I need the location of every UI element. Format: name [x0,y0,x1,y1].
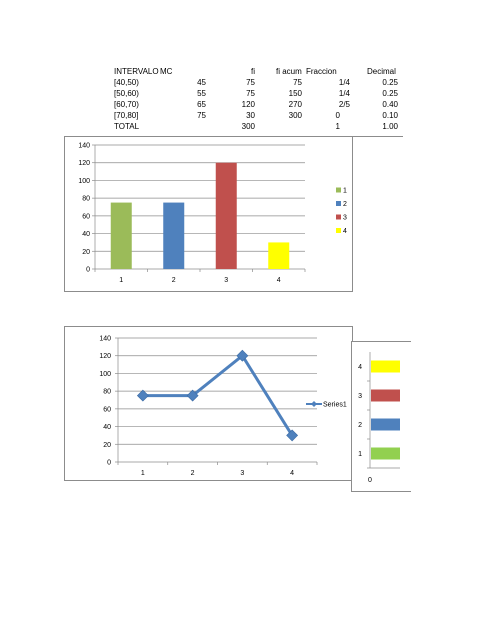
header-fi: fi [251,67,255,76]
y-tick-label: 60 [82,213,90,220]
bar [215,162,237,269]
data-point [186,389,199,402]
data-point [136,389,149,402]
row-fi: 75 [246,89,255,98]
total-label: TOTAL [114,122,140,131]
y-tick-label: 60 [103,406,111,413]
row-decimal: 0.10 [382,111,398,120]
row-fraccion: 1/4 [338,78,350,87]
row-intervalo: [60,70) [114,100,139,109]
header-fraccion: Fraccion [306,67,337,76]
x-tick-label: 2 [172,277,176,284]
header-mc: MC [160,67,173,76]
x-tick-label: 3 [224,277,228,284]
y-tick-label: 0 [107,460,111,467]
x-tick-label: 1 [141,470,145,477]
legend-label: Series1 [323,402,347,409]
row-fraccion: 0 [335,111,340,120]
row-mc: 65 [197,100,206,109]
row-mc: 75 [197,111,206,120]
y-tick-label: 4 [358,364,362,371]
total-decimal: 1.00 [382,122,398,131]
x-tick-label: 3 [240,470,244,477]
row-fi: 30 [246,111,255,120]
legend-label: 3 [343,215,347,222]
row-decimal: 0.40 [382,100,398,109]
total-fi: 300 [241,122,255,131]
x-tick-label: 4 [277,277,281,284]
y-tick-label: 120 [99,353,111,360]
legend-marker [311,401,317,407]
x-tick-label: 2 [191,470,195,477]
x-tick-label: 4 [290,470,294,477]
data-point [286,429,299,442]
row-mc: 45 [197,78,206,87]
y-tick-label: 40 [82,231,90,238]
y-tick-label: 140 [99,336,111,343]
row-intervalo: [40,50) [114,78,139,87]
y-tick-label: 100 [78,178,90,185]
bar [110,202,132,269]
legend-swatch [336,214,341,220]
y-tick-label: 140 [78,143,90,150]
header-decimal: Decimal [367,67,396,76]
row-fi-acum: 150 [288,89,302,98]
row-fi: 75 [246,78,255,87]
data-point [236,349,249,362]
row-fi-acum: 75 [293,78,302,87]
row-fi-acum: 270 [288,100,302,109]
header-fi-acum: fi acum [276,67,302,76]
legend-swatch [336,187,341,193]
bar [371,389,400,402]
y-tick-label: 40 [103,424,111,431]
total-fraccion: 1 [335,122,340,131]
bar [371,418,400,431]
y-tick-label: 20 [103,442,111,449]
row-intervalo: [70,80] [114,111,139,120]
y-tick-label: 1 [358,451,362,458]
legend-label: 2 [343,201,347,208]
legend-swatch [336,228,341,233]
legend-label: 4 [343,228,347,235]
header-intervalo: INTERVALO [114,67,159,76]
legend-label: 1 [343,188,347,195]
legend-swatch [336,201,341,206]
y-tick-label: 80 [82,196,90,203]
y-tick-label: 20 [82,249,90,256]
row-fraccion: 2/5 [338,100,350,109]
row-intervalo: [50,60) [114,89,139,98]
y-tick-label: 80 [103,389,111,396]
series-line [142,354,294,437]
row-decimal: 0.25 [382,89,398,98]
y-tick-label: 3 [358,393,362,400]
bar [371,360,400,373]
bar [163,202,185,269]
x-tick-label: 0 [368,477,372,484]
y-tick-label: 2 [358,422,362,429]
y-tick-label: 0 [86,267,90,274]
row-fi: 120 [241,100,255,109]
x-tick-label: 1 [119,277,123,284]
row-fraccion: 1/4 [338,89,350,98]
y-tick-label: 100 [99,371,111,378]
row-decimal: 0.25 [382,78,398,87]
adjacent-chart-top-border [353,136,403,137]
bar [371,447,400,460]
row-fi-acum: 300 [288,111,302,120]
line-chart-frame [64,326,353,481]
frequency-table: INTERVALO MC fi fi acum Fraccion Decimal… [0,0,495,140]
row-mc: 55 [197,89,206,98]
bar [268,242,290,269]
y-tick-label: 120 [78,160,90,167]
